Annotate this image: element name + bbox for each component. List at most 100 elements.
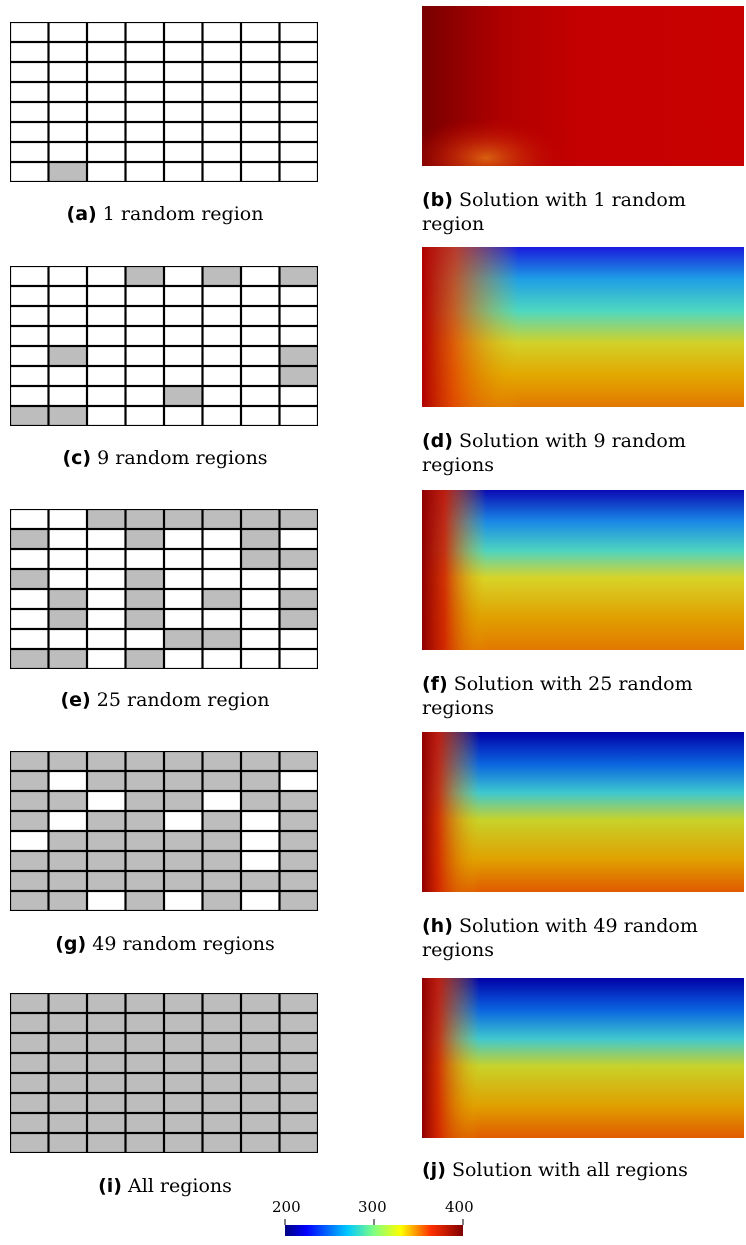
region-cell-selected xyxy=(163,1112,203,1134)
region-cell xyxy=(240,305,280,327)
region-cell xyxy=(86,568,126,590)
region-cell-selected xyxy=(10,993,49,1014)
caption-c: (c) 9 random regions xyxy=(62,447,268,469)
region-cell-selected xyxy=(48,588,88,610)
region-cell-selected xyxy=(125,1112,165,1134)
region-cell xyxy=(240,161,280,182)
region-cell-selected xyxy=(279,850,318,872)
region-cell xyxy=(125,305,165,327)
region-cell xyxy=(48,305,88,327)
region-cell xyxy=(240,568,280,590)
region-cell-selected xyxy=(163,870,203,892)
region-cell-selected xyxy=(125,890,165,911)
region-cell xyxy=(202,365,242,387)
region-cell-selected xyxy=(86,830,126,852)
region-cell xyxy=(86,22,126,43)
region-cell xyxy=(86,890,126,911)
region-cell-selected xyxy=(48,1092,88,1114)
region-cell-selected xyxy=(163,993,203,1014)
region-cell-selected xyxy=(279,810,318,832)
solution-plot-h xyxy=(422,732,744,892)
region-cell xyxy=(125,385,165,407)
region-cell-selected xyxy=(86,770,126,792)
region-cell-selected xyxy=(240,751,280,772)
region-cell-selected xyxy=(48,1032,88,1054)
region-cell-selected xyxy=(163,751,203,772)
region-cell xyxy=(10,509,49,530)
region-cell-selected xyxy=(202,1072,242,1094)
region-cell xyxy=(202,648,242,669)
region-cell-selected xyxy=(48,161,88,182)
region-cell xyxy=(10,830,49,852)
region-cell xyxy=(163,528,203,550)
colorbar-mid-label: 300 xyxy=(358,1198,387,1216)
region-cell-selected xyxy=(279,1052,318,1074)
region-cell xyxy=(86,101,126,123)
region-cell xyxy=(163,325,203,347)
region-cell xyxy=(279,628,318,650)
region-cell xyxy=(125,285,165,307)
region-cell-selected xyxy=(202,751,242,772)
region-cell xyxy=(202,568,242,590)
solution-plot-d xyxy=(422,247,744,407)
region-cell-selected xyxy=(240,1012,280,1034)
caption-i: (i) All regions xyxy=(98,1175,232,1197)
region-cell xyxy=(163,121,203,143)
region-cell xyxy=(163,61,203,83)
region-cell-selected xyxy=(48,830,88,852)
region-cell xyxy=(86,141,126,163)
region-cell xyxy=(163,101,203,123)
region-cell-selected xyxy=(125,588,165,610)
region-cell-selected xyxy=(48,648,88,669)
region-cell xyxy=(48,365,88,387)
region-cell-selected xyxy=(10,790,49,812)
region-cell xyxy=(163,161,203,182)
region-cell xyxy=(48,101,88,123)
region-cell-selected xyxy=(48,1132,88,1153)
region-cell-selected xyxy=(48,790,88,812)
region-cell xyxy=(240,325,280,347)
region-cell-selected xyxy=(279,751,318,772)
region-cell xyxy=(10,61,49,83)
region-cell-selected xyxy=(202,266,242,287)
region-cell xyxy=(240,830,280,852)
colorbar-max-label: 400 xyxy=(445,1198,474,1216)
region-cell xyxy=(10,101,49,123)
region-cell xyxy=(279,568,318,590)
region-cell-selected xyxy=(10,648,49,669)
region-cell-selected xyxy=(202,1012,242,1034)
region-cell-selected xyxy=(163,1012,203,1034)
region-cell-selected xyxy=(279,993,318,1014)
region-cell xyxy=(125,121,165,143)
region-cell-selected xyxy=(48,608,88,630)
region-cell xyxy=(86,608,126,630)
region-cell-selected xyxy=(10,405,49,426)
region-cell xyxy=(48,61,88,83)
region-cell-selected xyxy=(279,608,318,630)
region-cell-selected xyxy=(240,548,280,570)
region-cell xyxy=(202,101,242,123)
region-cell-selected xyxy=(163,1032,203,1054)
region-cell xyxy=(163,810,203,832)
region-cell xyxy=(240,22,280,43)
region-cell xyxy=(163,266,203,287)
region-cell-selected xyxy=(279,509,318,530)
region-cell-selected xyxy=(10,1112,49,1134)
region-cell-selected xyxy=(86,810,126,832)
region-cell xyxy=(202,161,242,182)
region-cell xyxy=(279,385,318,407)
region-cell xyxy=(279,648,318,669)
region-cell-selected xyxy=(240,1052,280,1074)
region-cell xyxy=(240,121,280,143)
region-cell-selected xyxy=(163,830,203,852)
region-cell xyxy=(163,890,203,911)
region-cell-selected xyxy=(48,1012,88,1034)
region-cell xyxy=(125,101,165,123)
caption-f: (f) Solution with 25 random regions xyxy=(422,673,693,719)
solution-plot-b xyxy=(422,6,744,166)
region-cell-selected xyxy=(86,1092,126,1114)
region-cell xyxy=(202,528,242,550)
region-cell xyxy=(10,41,49,63)
region-cell-selected xyxy=(125,509,165,530)
region-cell-selected xyxy=(240,1072,280,1094)
